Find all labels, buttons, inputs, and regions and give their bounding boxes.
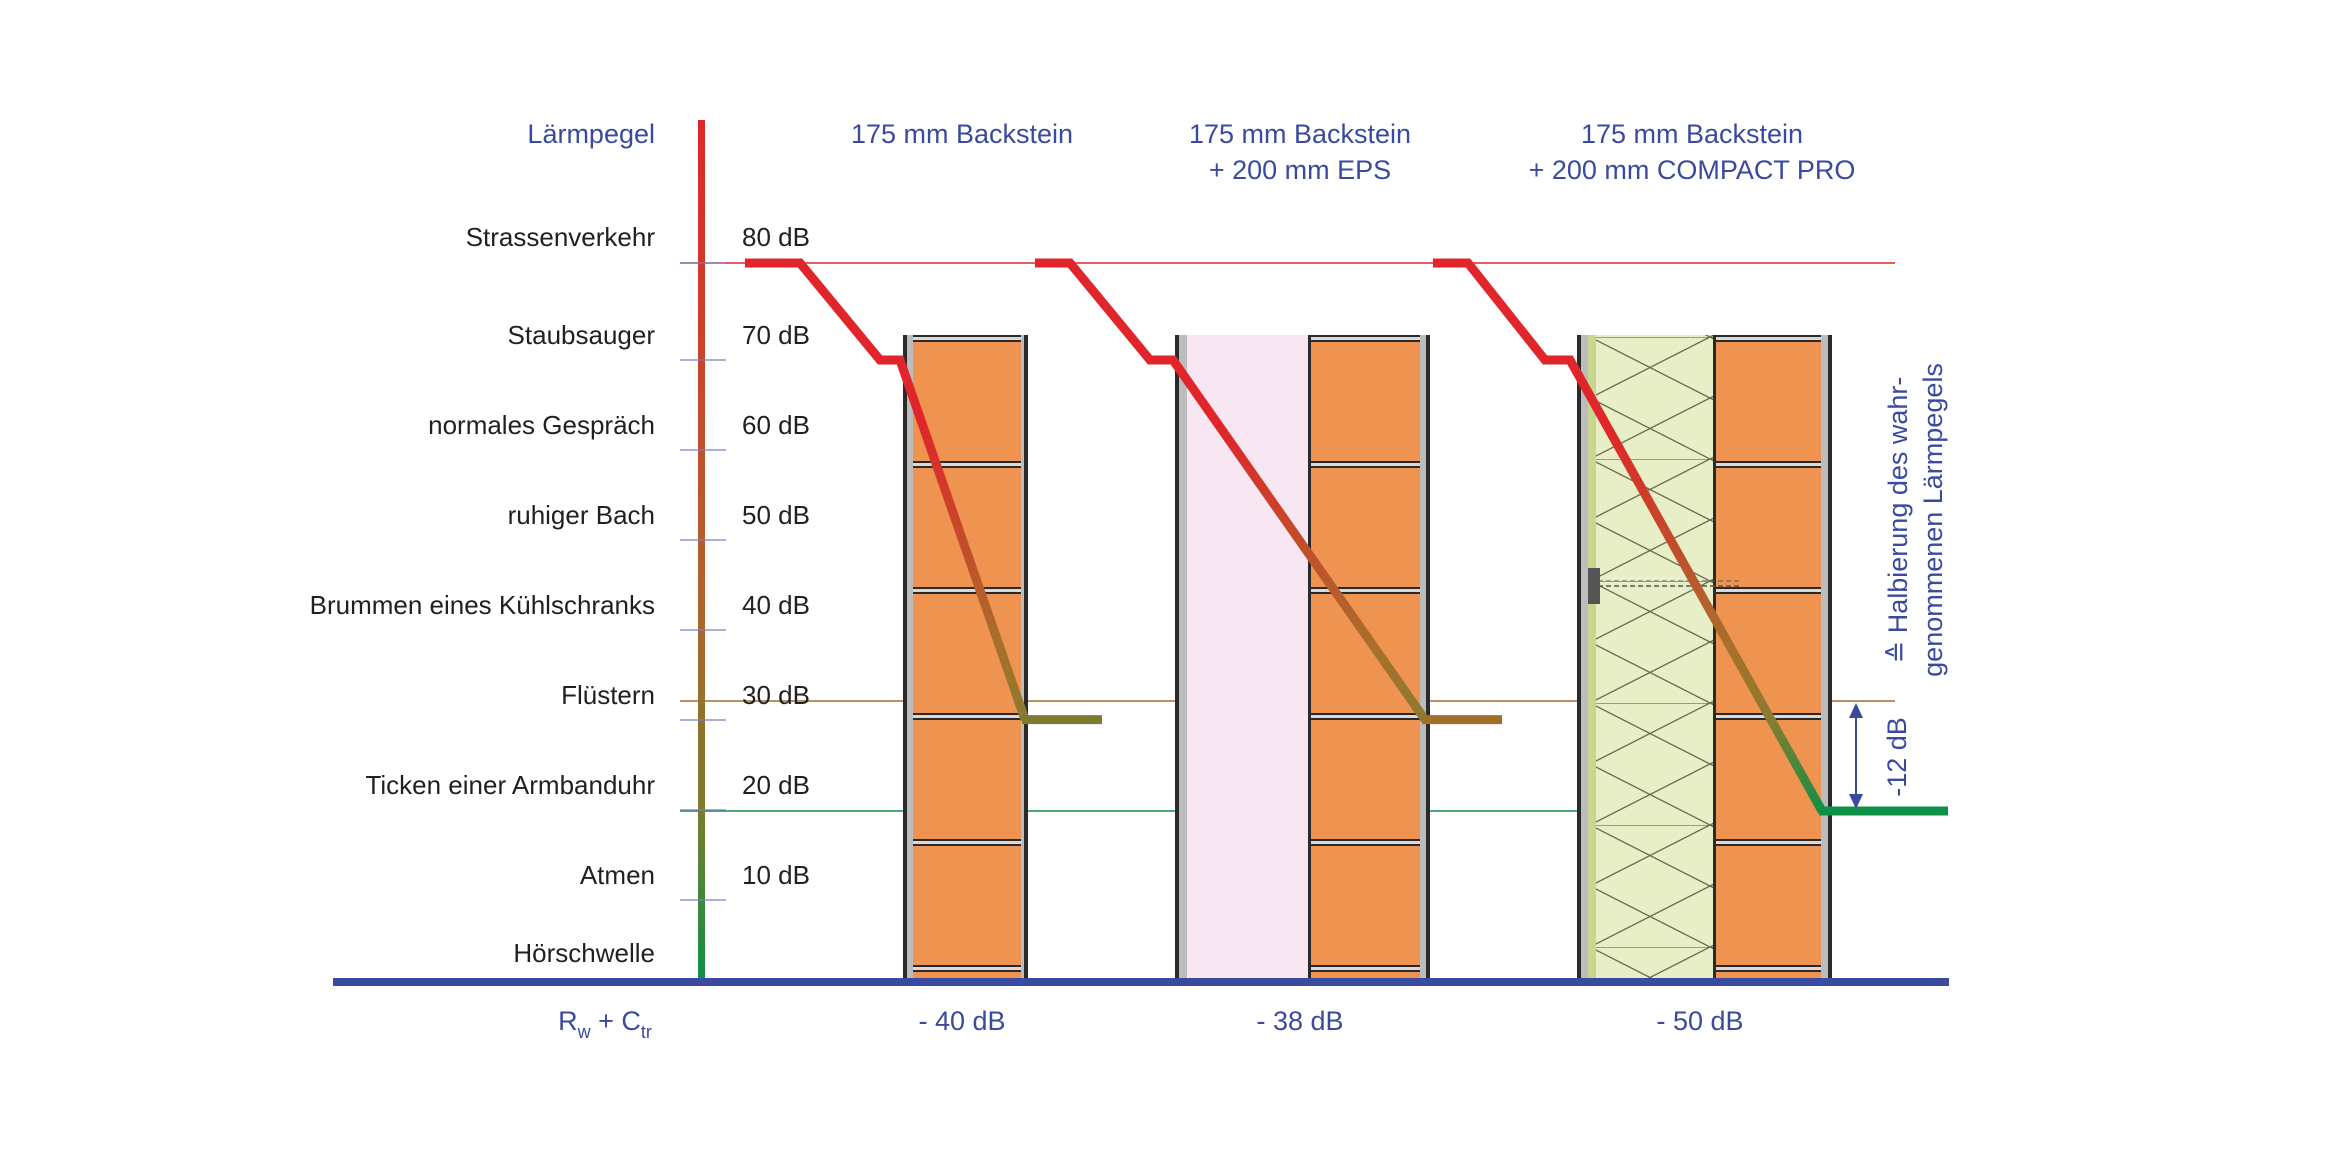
wall-2-header-line1: 175 mm Backstein <box>1189 119 1411 149</box>
db-label-7: 10 dB <box>742 860 810 890</box>
anchor-plug <box>1588 568 1600 604</box>
db-label-0: 80 dB <box>742 222 810 252</box>
wall-3-header-line1: 175 mm Backstein <box>1581 119 1803 149</box>
difference-label: -12 dB <box>1882 717 1912 797</box>
annotation-line2: genommenen Lärmpegels <box>1918 363 1948 677</box>
difference-arrow <box>1849 703 1863 809</box>
level-label-4: Brummen eines Kühlschranks <box>310 590 655 620</box>
rating-axis-label: Rw + Ctr <box>558 1006 652 1042</box>
scale-ticks <box>680 262 726 901</box>
level-label-5: Flüstern <box>561 680 655 710</box>
chart-title: Lärmpegel <box>527 119 655 149</box>
db-label-3: 50 dB <box>742 500 810 530</box>
db-label-4: 40 dB <box>742 590 810 620</box>
wall-3-header-line2: + 200 mm COMPACT PRO <box>1529 155 1856 185</box>
level-label-2: normales Gespräch <box>428 410 655 440</box>
level-label-7: Atmen <box>580 860 655 890</box>
db-label-6: 20 dB <box>742 770 810 800</box>
wall-3-rating: - 50 dB <box>1656 1006 1743 1036</box>
noise-curve-1 <box>745 258 1030 722</box>
level-label-8: Hörschwelle <box>513 938 655 968</box>
level-label-0: Strassenverkehr <box>466 222 656 252</box>
noise-curve-3 <box>1433 258 1826 814</box>
noise-curves <box>745 258 1948 816</box>
wall-2-eps-brick <box>1175 335 1430 983</box>
wall-2-rating: - 38 dB <box>1256 1006 1343 1036</box>
level-label-1: Staubsauger <box>508 320 656 350</box>
wall-2-header-line2: + 200 mm EPS <box>1209 155 1391 185</box>
annotation-line1: ≙ Halbierung des wahr- <box>1883 377 1913 664</box>
level-label-3: ruhiger Bach <box>508 500 655 530</box>
db-label-1: 70 dB <box>742 320 810 350</box>
noise-curve-2 <box>1035 258 1429 723</box>
wall-1-header-line1: 175 mm Backstein <box>851 119 1073 149</box>
baseline <box>333 978 1949 986</box>
noise-level-scale <box>698 120 705 982</box>
level-label-6: Ticken einer Armbanduhr <box>365 770 655 800</box>
db-label-5: 30 dB <box>742 680 810 710</box>
wall-1-rating: - 40 dB <box>918 1006 1005 1036</box>
db-label-2: 60 dB <box>742 410 810 440</box>
